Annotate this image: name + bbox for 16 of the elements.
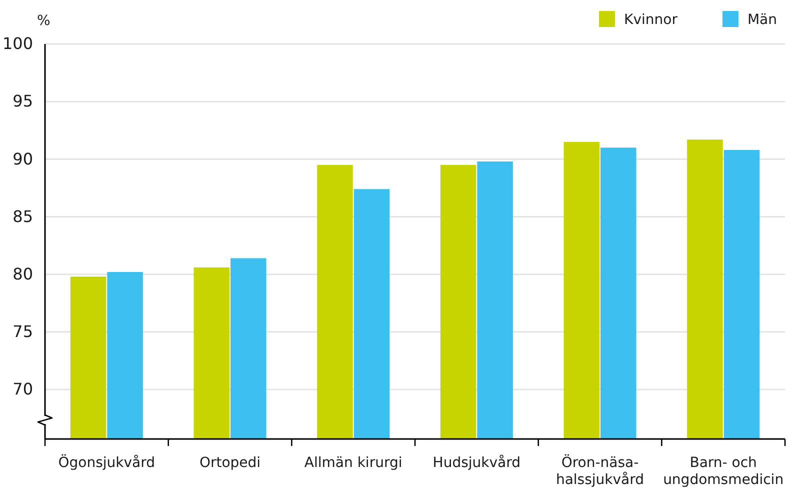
y-tick-label: 100 <box>2 34 33 54</box>
x-tick-label: Öron-näsa-halssjukvård <box>556 454 644 488</box>
x-tick-label: Allmän kirurgi <box>304 455 402 471</box>
legend-label: Kvinnor <box>624 12 678 28</box>
y-tick-label: 70 <box>12 380 33 399</box>
y-tick-label: 75 <box>12 322 33 342</box>
legend-label: Män <box>747 12 777 28</box>
y-tick-label: 95 <box>12 92 33 111</box>
y-tick-label: 85 <box>12 206 33 226</box>
x-tick-label: Barn- och ungdomsmedicin <box>663 455 784 488</box>
x-tick-label: Hudsjukvård <box>432 454 521 471</box>
x-tick-label: Ögonsjukvård <box>58 454 156 471</box>
x-tick-label: Ortopedi <box>199 455 261 471</box>
y-axis-title: % <box>37 13 50 29</box>
y-tick-label: 90 <box>12 149 33 168</box>
y-tick-label: 80 <box>12 264 33 284</box>
